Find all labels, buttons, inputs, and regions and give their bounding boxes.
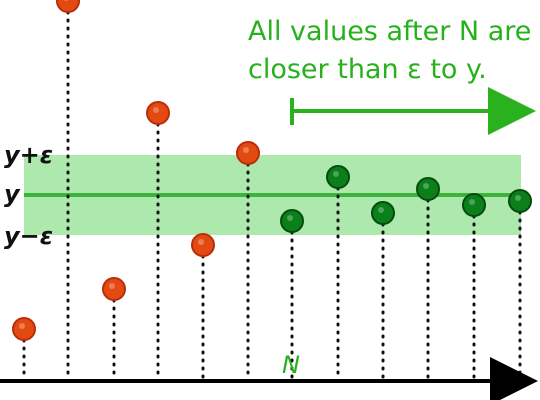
point-highlight bbox=[19, 323, 25, 329]
sequence-point-before-n bbox=[192, 234, 214, 256]
point-highlight bbox=[153, 107, 159, 113]
point-highlight bbox=[423, 183, 429, 189]
sequence-point-after-n bbox=[463, 194, 485, 216]
point-highlight bbox=[198, 239, 204, 245]
sequence-point-after-n bbox=[281, 210, 303, 232]
point-highlight bbox=[287, 215, 293, 221]
sequence-point-after-n bbox=[509, 190, 531, 212]
point-highlight bbox=[378, 207, 384, 213]
point-highlight bbox=[333, 171, 339, 177]
point-highlight bbox=[469, 199, 475, 205]
sequence-point-before-n bbox=[103, 278, 125, 300]
sequence-point-before-n bbox=[13, 318, 35, 340]
sequence-point-after-n bbox=[417, 178, 439, 200]
annotation-line-2: closer than ε to y. bbox=[248, 54, 487, 85]
point-highlight bbox=[243, 147, 249, 153]
sequence-point-before-n bbox=[57, 0, 79, 12]
limit-label: y bbox=[4, 180, 21, 208]
n-label: N bbox=[282, 351, 300, 379]
sequence-point-before-n bbox=[147, 102, 169, 124]
lower-bound-label: y−ε bbox=[4, 222, 53, 250]
sequence-point-after-n bbox=[372, 202, 394, 224]
sequence-point-after-n bbox=[327, 166, 349, 188]
point-highlight bbox=[515, 195, 521, 201]
sequence-point-before-n bbox=[237, 142, 259, 164]
annotation-line-1: All values after N are bbox=[248, 16, 531, 47]
point-highlight bbox=[109, 283, 115, 289]
upper-bound-label: y+ε bbox=[4, 141, 53, 169]
